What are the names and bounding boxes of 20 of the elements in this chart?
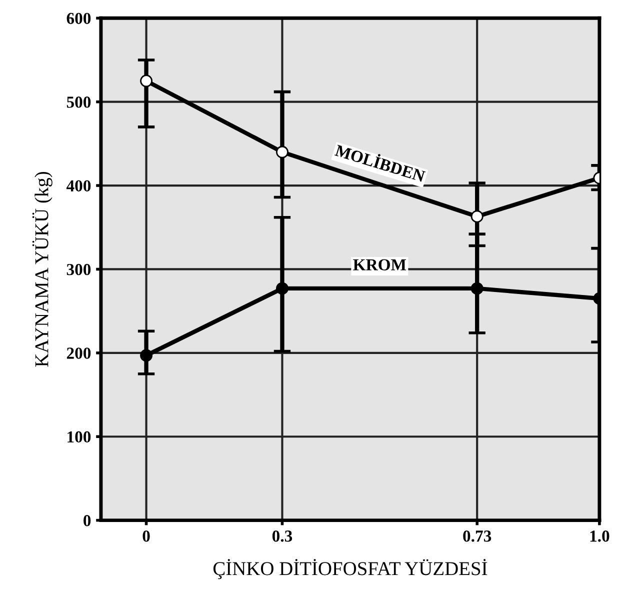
point xyxy=(276,146,288,158)
y-axis-title: KAYNAMA YÜKÜ (kg) xyxy=(32,172,52,367)
y-tick-label: 200 xyxy=(66,348,91,359)
point xyxy=(140,74,153,88)
x-tick-label: 1.0 xyxy=(590,530,610,542)
y-tick-label: 500 xyxy=(66,96,91,108)
y-tick-label: 400 xyxy=(66,180,91,192)
point xyxy=(140,349,153,362)
point xyxy=(470,282,484,295)
y-tick-label: 100 xyxy=(68,431,91,443)
y-tick-label: 0 xyxy=(84,515,91,526)
y-tick-label: 600 xyxy=(66,12,91,24)
x-tick-label: 0.3 xyxy=(272,530,292,542)
x-tick-label: 0 xyxy=(142,530,150,542)
series-label: KROM xyxy=(353,259,406,270)
point xyxy=(470,210,484,223)
x-axis-title: ÇİNKO DİTİOFOSFAT YÜZDESİ xyxy=(213,559,488,580)
y-tick-label: 300 xyxy=(66,264,91,276)
x-tick-label: 0.73 xyxy=(463,530,492,542)
point xyxy=(276,282,288,295)
